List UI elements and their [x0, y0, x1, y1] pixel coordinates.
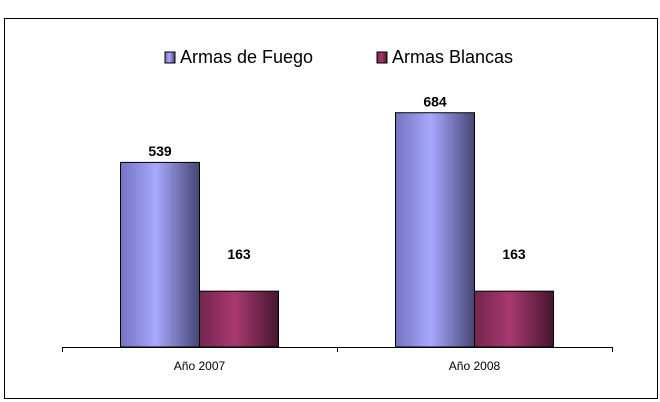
legend-label: Armas de Fuego: [180, 47, 313, 67]
x-tick-label: Año 2008: [449, 359, 501, 373]
chart-frame: [4, 18, 658, 399]
bar: [474, 290, 554, 348]
data-label: 163: [227, 246, 251, 262]
x-tick-label: Año 2007: [174, 359, 226, 373]
legend-label: Armas Blancas: [392, 47, 513, 67]
data-label: 163: [502, 246, 526, 262]
legend-swatch: [164, 51, 176, 64]
bar: [395, 112, 475, 348]
bar: [120, 161, 200, 348]
legend-swatch: [376, 51, 388, 64]
data-label: 539: [148, 143, 172, 159]
bar: [199, 290, 279, 348]
data-label: 684: [423, 93, 447, 109]
